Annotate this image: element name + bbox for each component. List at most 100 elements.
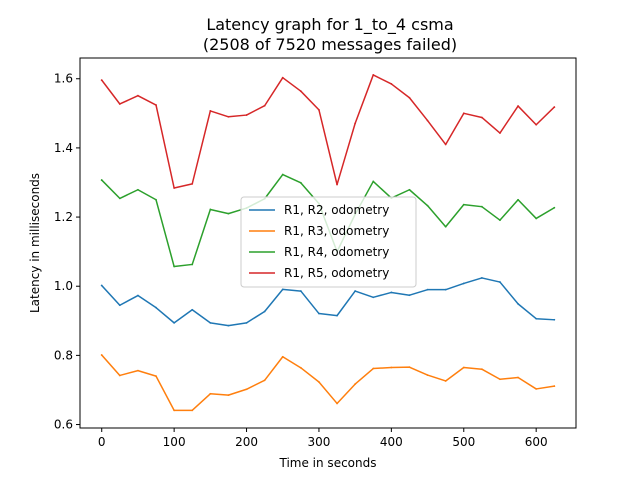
y-tick-label: 1.4: [54, 141, 73, 155]
data-point: [408, 294, 411, 297]
data-point: [354, 383, 357, 385]
data-point: [173, 265, 176, 268]
data-point: [281, 355, 284, 358]
data-point: [462, 112, 465, 115]
data-point: [517, 105, 519, 107]
y-tick-label: 0.6: [54, 418, 73, 432]
data-point: [372, 367, 375, 370]
data-point: [517, 302, 519, 305]
x-tick-label: 0: [98, 435, 106, 449]
data-point: [499, 219, 501, 222]
data-point: [517, 376, 519, 379]
data-point: [318, 312, 320, 315]
y-tick-label: 1.0: [54, 279, 73, 293]
x-tick-label: 100: [163, 435, 186, 449]
data-point: [535, 217, 538, 220]
y-tick-label: 1.6: [54, 72, 73, 86]
data-point: [155, 104, 157, 106]
data-point: [100, 179, 103, 181]
data-point: [245, 114, 248, 116]
data-point: [372, 180, 375, 183]
y-tick-label: 0.8: [54, 348, 73, 362]
data-point: [444, 380, 447, 382]
legend-label: R1, R4, odometry: [284, 245, 389, 259]
chart-title: Latency graph for 1_to_4 csma: [206, 15, 453, 35]
data-point: [137, 94, 139, 97]
data-point: [173, 321, 176, 324]
data-point: [137, 294, 139, 297]
legend-label: R1, R3, odometry: [284, 224, 389, 238]
data-point: [535, 123, 538, 126]
data-point: [480, 368, 483, 371]
data-point: [318, 381, 320, 383]
data-point: [535, 317, 538, 320]
data-point: [227, 212, 230, 215]
data-point: [118, 374, 121, 377]
data-point: [100, 284, 103, 287]
data-point: [155, 375, 157, 378]
data-point: [173, 409, 176, 412]
x-axis-label: Time in seconds: [279, 456, 377, 470]
data-point: [553, 385, 556, 388]
data-point: [462, 203, 465, 206]
data-point: [480, 277, 483, 279]
data-point: [499, 281, 501, 283]
data-point: [444, 225, 447, 228]
x-tick-label: 500: [452, 435, 475, 449]
series-line-2: [100, 353, 556, 412]
data-point: [318, 108, 320, 111]
data-point: [336, 314, 338, 317]
data-point: [227, 394, 230, 397]
data-point: [209, 392, 212, 395]
data-point: [426, 374, 429, 376]
data-point: [354, 290, 357, 292]
legend-label: R1, R2, odometry: [284, 203, 389, 217]
y-tick-label: 1.2: [54, 210, 73, 224]
data-point: [191, 182, 194, 185]
data-point: [245, 388, 248, 391]
data-point: [462, 366, 465, 369]
data-point: [281, 173, 284, 176]
data-point: [227, 115, 230, 118]
data-point: [390, 366, 393, 369]
data-point: [480, 205, 483, 208]
data-point: [263, 104, 266, 107]
data-point: [372, 296, 375, 299]
x-axis-ticks: 0 100 200 300 400 500 600: [98, 428, 548, 449]
data-point: [245, 321, 248, 324]
data-point: [390, 291, 393, 294]
data-point: [299, 366, 302, 369]
data-point: [408, 96, 411, 99]
y-axis-label: Latency in milliseconds: [28, 173, 42, 313]
data-point: [118, 197, 121, 200]
data-point: [118, 304, 121, 307]
data-point: [209, 110, 212, 112]
data-point: [390, 83, 393, 85]
data-point: [408, 188, 411, 191]
legend-box: [240, 196, 417, 288]
data-point: [155, 198, 157, 201]
data-point: [209, 321, 212, 324]
data-point: [100, 354, 103, 356]
data-point: [444, 143, 447, 146]
data-point: [499, 378, 501, 381]
data-point: [299, 181, 302, 184]
data-point: [299, 90, 302, 93]
data-point: [372, 74, 375, 76]
data-point: [155, 306, 157, 309]
data-point: [299, 290, 302, 292]
data-point: [408, 366, 411, 369]
data-point: [137, 188, 139, 191]
data-point: [137, 369, 139, 372]
data-point: [553, 318, 556, 321]
data-point: [191, 308, 194, 311]
data-point: [426, 204, 429, 207]
chart-subtitle: (2508 of 7520 messages failed): [203, 35, 457, 54]
legend-items: R1, R2, odometry R1, R3, odometry R1, R4, …: [249, 203, 389, 280]
data-point: [354, 122, 357, 125]
series-line-4: [100, 74, 556, 189]
data-point: [426, 119, 429, 122]
data-point: [444, 288, 447, 291]
x-tick-label: 300: [307, 435, 330, 449]
